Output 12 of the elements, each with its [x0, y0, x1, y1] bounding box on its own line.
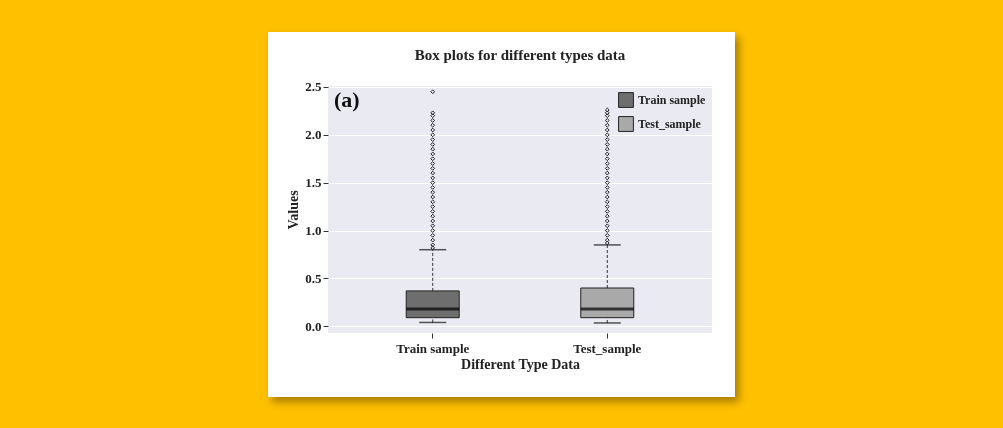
- y-tick-label: 2.0: [305, 127, 322, 143]
- annotation: (a): [334, 87, 360, 112]
- x-axis-title: Different Type Data: [461, 356, 580, 372]
- legend-label: Train sample: [638, 93, 707, 107]
- y-tick-label: 0.5: [305, 270, 322, 286]
- chart-title: Box plots for different types data: [414, 46, 626, 63]
- legend-label: Test_sample: [638, 117, 702, 131]
- y-tick-label: 1.5: [305, 175, 322, 191]
- y-axis-title: Values: [286, 189, 302, 230]
- y-tick-label: 2.5: [305, 79, 322, 95]
- y-tick-label: 1.0: [305, 223, 322, 239]
- y-tick-label: 0.0: [305, 318, 322, 334]
